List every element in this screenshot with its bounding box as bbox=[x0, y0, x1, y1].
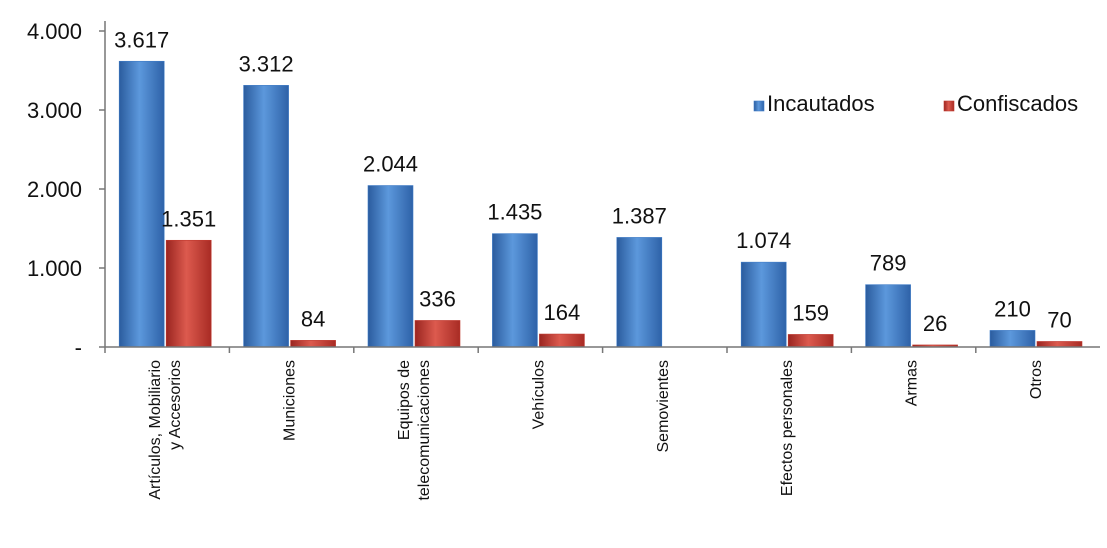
x-category-label-line: Semovientes bbox=[655, 360, 672, 453]
x-category-label-line: Municiones bbox=[282, 360, 299, 441]
data-label-incautados: 3.617 bbox=[114, 27, 169, 52]
x-category-label: Equipos de telecomunicaciones bbox=[396, 360, 433, 501]
bar-incautados bbox=[865, 284, 911, 348]
x-axis: Artículos, Mobiliario y Accesorios Municio… bbox=[104, 346, 1100, 501]
bar-incautados bbox=[616, 237, 663, 348]
data-label-incautados: 210 bbox=[994, 296, 1031, 321]
bars bbox=[118, 60, 1083, 348]
y-axis: - 1.000 2.000 3.000 4.000 bbox=[27, 19, 106, 360]
data-label-incautados: 1.074 bbox=[736, 228, 791, 253]
bar-confiscados bbox=[165, 239, 212, 348]
y-tick-label: 2.000 bbox=[27, 177, 82, 202]
y-tick-label: - bbox=[75, 335, 82, 360]
bar-incautados bbox=[989, 330, 1036, 348]
bar-confiscados bbox=[414, 320, 461, 348]
bar-incautados bbox=[118, 60, 165, 348]
data-label-confiscados: 164 bbox=[544, 300, 581, 325]
data-label-confiscados: 1.351 bbox=[161, 206, 216, 231]
bar-incautados bbox=[492, 233, 538, 348]
x-category-label-line: Vehículos bbox=[530, 360, 547, 429]
legend: Incautados Confiscados bbox=[753, 91, 1078, 116]
x-category-label-line: y Accesorios bbox=[167, 360, 184, 450]
legend-swatch-confiscados bbox=[943, 100, 955, 112]
x-category-label-line: Equipos de bbox=[396, 360, 413, 440]
data-label-confiscados: 70 bbox=[1047, 307, 1071, 332]
data-label-incautados: 1.435 bbox=[487, 200, 542, 225]
data-label-confiscados: 26 bbox=[923, 311, 947, 336]
x-category-label: Municiones bbox=[282, 360, 299, 441]
bar-incautados bbox=[740, 261, 787, 348]
data-label-incautados: 2.044 bbox=[363, 152, 418, 177]
legend-label-incautados: Incautados bbox=[767, 91, 875, 116]
x-category-label-line: Artículos, Mobiliario bbox=[147, 360, 164, 500]
x-category-label: Artículos, Mobiliario y Accesorios bbox=[147, 360, 184, 500]
bar-confiscados bbox=[290, 340, 336, 348]
x-category-label: Semovientes bbox=[655, 360, 672, 453]
data-label-confiscados: 84 bbox=[301, 306, 325, 331]
x-category-label-line: Armas bbox=[904, 360, 921, 406]
bar-confiscados bbox=[539, 333, 585, 348]
x-category-label: Otros bbox=[1028, 360, 1045, 399]
x-category-label-line: Otros bbox=[1028, 360, 1045, 399]
legend-swatch-incautados bbox=[753, 100, 765, 112]
x-category-label-line: telecomunicaciones bbox=[416, 360, 433, 501]
legend-label-confiscados: Confiscados bbox=[957, 91, 1078, 116]
bar-incautados bbox=[367, 185, 414, 348]
bar-confiscados bbox=[787, 334, 834, 348]
x-category-label-line: Efectos personales bbox=[779, 360, 796, 496]
bar-confiscados bbox=[1036, 341, 1083, 348]
bar-incautados bbox=[243, 85, 289, 348]
y-tick-label: 1.000 bbox=[27, 256, 82, 281]
x-category-label: Armas bbox=[904, 360, 921, 406]
data-label-incautados: 3.312 bbox=[239, 51, 294, 76]
data-label-incautados: 1.387 bbox=[612, 203, 667, 228]
y-tick-label: 3.000 bbox=[27, 98, 82, 123]
x-category-label: Vehículos bbox=[530, 360, 547, 429]
data-label-incautados: 789 bbox=[870, 251, 907, 276]
y-tick-label: 4.000 bbox=[27, 19, 82, 44]
x-category-label: Efectos personales bbox=[779, 360, 796, 496]
data-label-confiscados: 336 bbox=[419, 286, 456, 311]
data-label-confiscados: 159 bbox=[792, 300, 829, 325]
data-labels: 3.617 1.351 3.312 84 2.044 336 1.435 164 1.387 1.… bbox=[114, 27, 1072, 336]
